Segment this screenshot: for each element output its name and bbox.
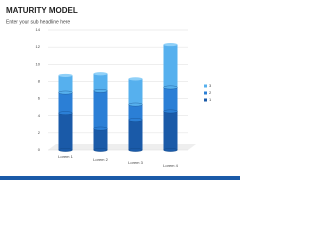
x-tick-label: Lorem 1 [58, 154, 73, 159]
segment-edge [93, 126, 108, 131]
segment-edge [58, 111, 73, 115]
segment-edge [128, 118, 143, 122]
legend-label: 1 [209, 97, 212, 102]
bar-segment [93, 128, 108, 150]
cylinder-cap [163, 42, 178, 47]
legend-label: 3 [209, 83, 212, 88]
y-tick-label: 14 [36, 27, 41, 32]
cylinder-cap [128, 77, 143, 81]
bar-segment [163, 111, 178, 150]
legend-label: 2 [209, 90, 212, 95]
segment-edge [58, 90, 73, 95]
bar-segment [93, 90, 108, 129]
bar-segment [128, 120, 143, 150]
segment-edge [93, 89, 108, 93]
y-tick-label: 0 [38, 147, 41, 152]
bar-segment [163, 87, 178, 112]
segment-edge [163, 109, 178, 114]
floor [48, 144, 196, 150]
bar-segment [58, 92, 73, 114]
title: MATURITY MODEL [6, 6, 78, 15]
x-tick-label: Lorem 3 [128, 160, 143, 165]
subtitle: Enter your sub headline here [6, 19, 70, 25]
y-tick-label: 2 [38, 130, 41, 135]
y-tick-label: 12 [36, 44, 41, 49]
segment-edge [58, 148, 73, 152]
segment-edge [163, 148, 178, 152]
legend-swatch [204, 84, 207, 88]
x-tick-label: Lorem 2 [93, 157, 108, 162]
slide: MATURITY MODEL Enter your sub headline h… [0, 6, 240, 180]
bar-segment [163, 44, 178, 88]
cylinder-cap [58, 73, 73, 78]
segment-edge [93, 148, 108, 152]
bar-segment [128, 104, 143, 120]
segment-edge [128, 102, 143, 107]
y-tick-label: 10 [36, 61, 41, 66]
cylinder-cap [93, 72, 108, 76]
segment-edge [163, 85, 178, 90]
y-tick-label: 8 [38, 78, 41, 83]
legend-swatch [204, 91, 207, 95]
segment-edge [128, 148, 143, 152]
footer-bar [0, 176, 240, 180]
y-tick-label: 4 [38, 113, 41, 118]
bar-segment [93, 73, 108, 91]
y-tick-label: 6 [38, 96, 41, 101]
bar-segment [128, 78, 143, 105]
legend-swatch [204, 98, 207, 102]
x-tick-label: Lorem 4 [163, 163, 178, 168]
bar-segment [58, 75, 73, 93]
bar-segment [58, 113, 73, 150]
